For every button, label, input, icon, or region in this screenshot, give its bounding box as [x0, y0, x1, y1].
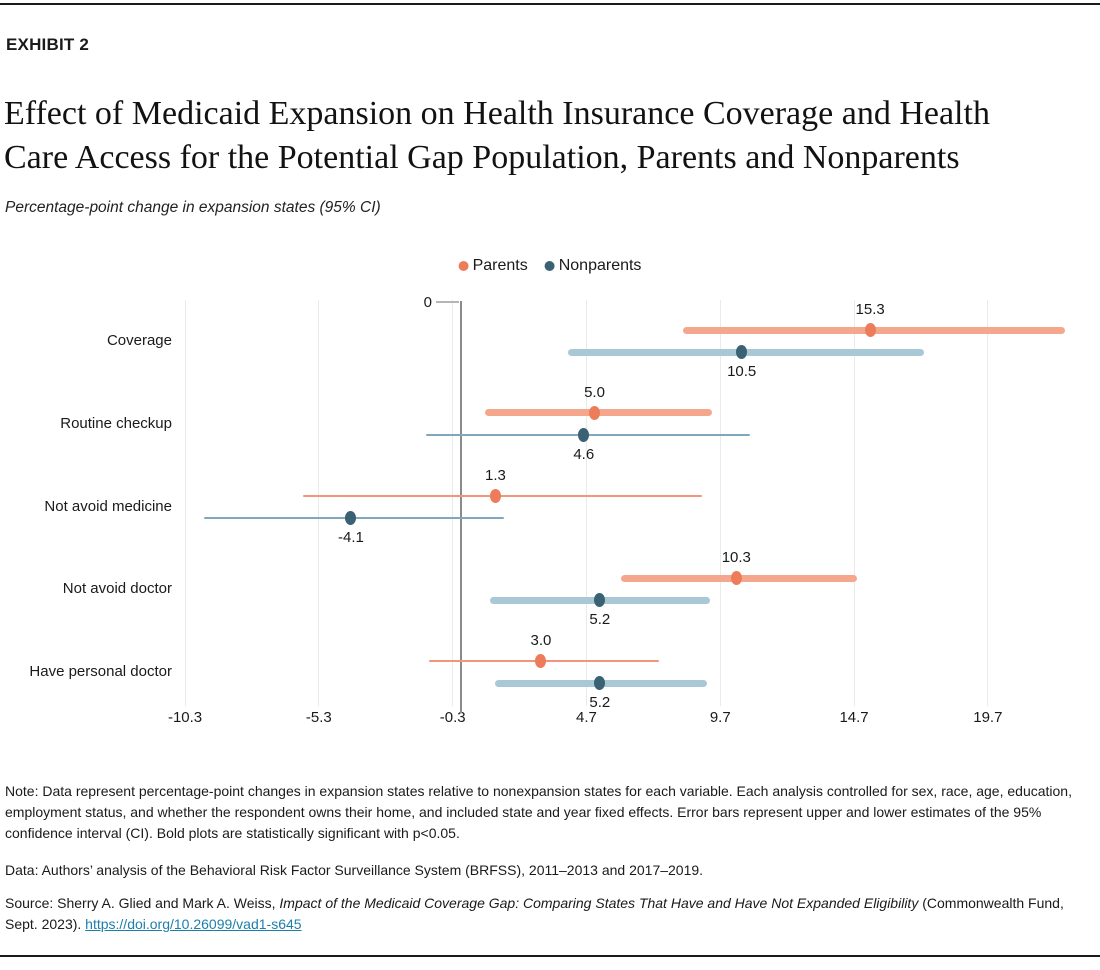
category-label: Coverage	[106, 332, 172, 349]
top-rule	[0, 3, 1100, 5]
x-axis-tick-label: 4.7	[576, 709, 597, 726]
category-label: Not avoid medicine	[44, 497, 172, 515]
x-axis-tick-label: 19.7	[973, 709, 1003, 726]
point-value-label: 10.5	[727, 363, 757, 380]
point-value-label: 5.2	[589, 694, 611, 711]
point-value-label: 4.6	[573, 445, 595, 463]
point-value-label: 3.0	[530, 632, 552, 649]
parents-point-dot	[864, 323, 876, 337]
point-value-label: 5.0	[584, 383, 605, 401]
nonparents-point-dot	[736, 345, 748, 359]
x-gridline	[585, 300, 587, 706]
category-label: Routine checkup	[60, 414, 172, 432]
parents-point-dot	[535, 654, 547, 668]
x-gridline	[853, 300, 855, 706]
source-title-italic: Impact of the Medicaid Coverage Gap: Com…	[279, 895, 919, 911]
x-axis-tick-label: -0.3	[439, 709, 466, 726]
x-gridline	[184, 300, 186, 706]
point-value-label: 1.3	[485, 466, 506, 484]
chart-subtitle: Percentage-point change in expansion sta…	[5, 199, 381, 216]
nonparents-point-dot	[345, 510, 357, 525]
nonparents-dot-icon	[544, 261, 555, 271]
point-value-label: 5.2	[589, 611, 611, 629]
nonparents-point-dot	[594, 676, 606, 690]
legend-item-parents: Parents	[458, 257, 528, 275]
category-label: Not avoid doctor	[62, 580, 172, 598]
title-line-1: Effect of Medicaid Expansion on Health I…	[4, 95, 990, 132]
parents-point-dot	[730, 571, 742, 586]
data-source-text: Data: Authors’ analysis of the Behaviora…	[5, 862, 704, 878]
point-value-label: 10.3	[721, 549, 751, 567]
point-value-label: -4.1	[338, 528, 364, 546]
parents-ci-line	[302, 494, 702, 497]
source-prefix: Source: Sherry A. Glied and Mark A. Weis…	[5, 895, 280, 911]
source-suffix: (Commonwealth Fund, Sept. 2023).	[5, 895, 1064, 932]
zero-axis-label: 0	[423, 294, 432, 311]
x-axis-tick-label: 14.7	[839, 709, 869, 726]
exhibit-label: EXHIBIT 2	[6, 35, 90, 54]
x-gridline	[318, 300, 320, 706]
parents-point-dot	[489, 488, 501, 503]
point-value-label: 15.3	[855, 301, 885, 318]
x-gridline	[452, 300, 454, 706]
source-text: Source: Sherry A. Glied and Mark A. Weis…	[5, 893, 1097, 935]
page-title: Effect of Medicaid Expansion on Health I…	[4, 92, 1089, 180]
note-text: Note: Data represent percentage-point ch…	[5, 783, 1072, 841]
chart-legend: Parents Nonparents	[458, 257, 642, 275]
bottom-rule	[0, 955, 1100, 957]
doi-link[interactable]: https://doi.org/10.26099/vad1-s645	[85, 916, 302, 932]
legend-label-nonparents: Nonparents	[558, 257, 642, 274]
parents-point-dot	[589, 405, 600, 420]
nonparents-point-dot	[578, 427, 590, 442]
legend-label-parents: Parents	[472, 257, 528, 274]
legend-item-nonparents: Nonparents	[544, 257, 642, 275]
nonparents-point-dot	[594, 593, 606, 608]
x-axis-tick-label: -5.3	[305, 709, 332, 726]
zero-reference-line	[459, 301, 462, 713]
title-line-2: Care Access for the Potential Gap Popula…	[4, 139, 960, 176]
x-gridline	[719, 300, 721, 706]
parents-dot-icon	[458, 261, 469, 271]
x-gridline	[987, 300, 989, 706]
zero-label-tick	[436, 301, 459, 303]
x-axis-tick-label: 9.7	[709, 709, 731, 726]
category-label: Have personal doctor	[29, 663, 172, 680]
x-axis-tick-label: -10.3	[167, 709, 203, 726]
